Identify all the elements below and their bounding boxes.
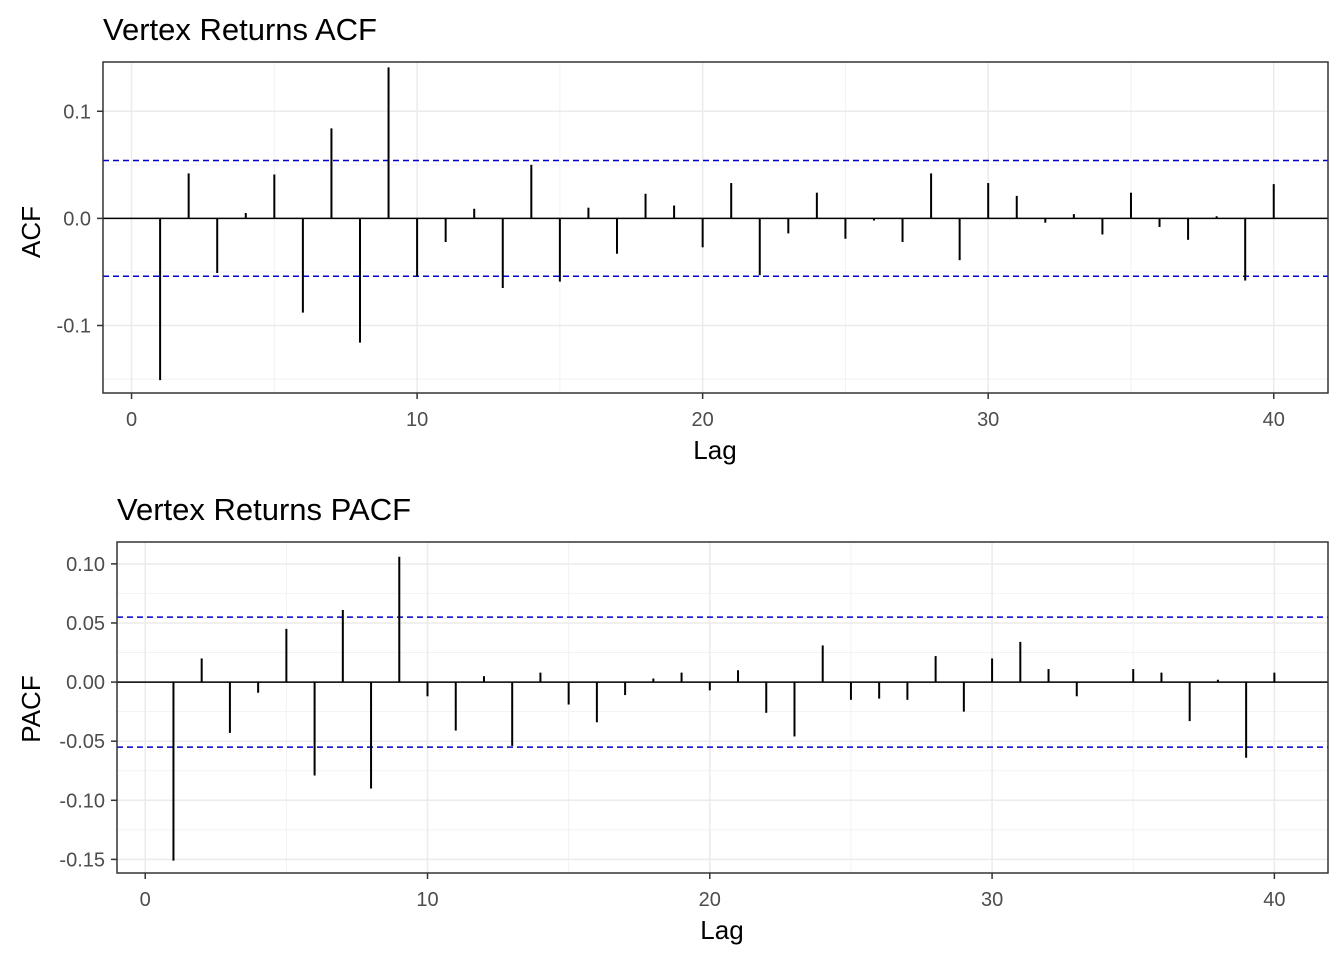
acf-x-tick-label: 10 [406, 409, 428, 431]
pacf-y-tick-label: 0.05 [66, 613, 105, 635]
acf-y-tick-label: -0.1 [57, 316, 91, 338]
pacf-y-tick-label: -0.15 [59, 849, 105, 871]
pacf-x-tick-label: 30 [981, 889, 1003, 911]
pacf-y-tick-label: -0.10 [59, 790, 105, 812]
acf-y-tick-label: 0.0 [63, 208, 91, 230]
pacf-y-tick-label: -0.05 [59, 731, 105, 753]
pacf-panel-border [116, 541, 1329, 874]
pacf-panel: Vertex Returns PACF Lag PACF 0 10 20 30 40 -0… [16, 492, 1329, 945]
acf-chart-title: Vertex Returns ACF [103, 12, 377, 47]
pacf-gridlines [117, 542, 1328, 873]
acf-gridlines [103, 62, 1328, 393]
acf-panel: Vertex Returns ACF Lag ACF 0 10 20 30 40 -0.1… [16, 12, 1329, 465]
acf-spikes [159, 67, 1275, 381]
pacf-x-tick-label: 20 [699, 889, 721, 911]
pacf-y-tick-label: 0.00 [66, 672, 105, 694]
acf-y-tick-label: 0.1 [63, 101, 91, 123]
pacf-spikes [172, 556, 1276, 861]
acf-x-tick-label: 0 [126, 409, 137, 431]
pacf-chart-title: Vertex Returns PACF [117, 492, 411, 527]
acf-x-axis-label: Lag [693, 435, 736, 465]
pacf-x-axis-label: Lag [700, 915, 743, 945]
pacf-y-tick-label: 0.10 [66, 554, 105, 576]
acf-x-tick-label: 30 [977, 409, 999, 431]
acf-x-tick-label: 40 [1263, 409, 1285, 431]
acf-panel-border [102, 61, 1329, 394]
acf-x-tick-label: 20 [692, 409, 714, 431]
pacf-x-tick-label: 40 [1263, 889, 1285, 911]
acf-y-axis-label: ACF [16, 206, 46, 258]
pacf-x-tick-label: 10 [416, 889, 438, 911]
pacf-y-axis-label: PACF [16, 675, 46, 742]
pacf-x-tick-label: 0 [140, 889, 151, 911]
